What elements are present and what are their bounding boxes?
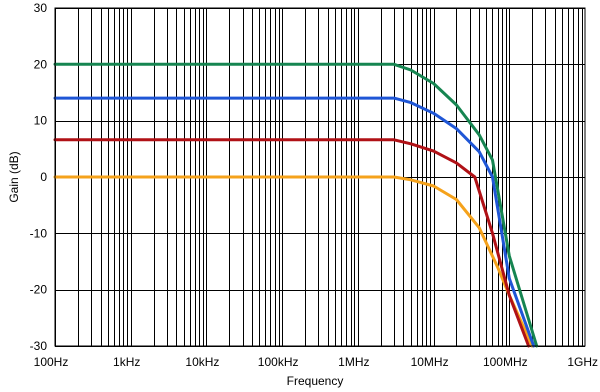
x-tick-label: 1kHz [113,355,140,369]
series-lines [53,62,539,348]
plot-frame [54,7,586,347]
x-tick-label: 10MHz [411,355,449,369]
x-tick-label: 1GHz [567,355,598,369]
series-line-4 [53,62,539,348]
y-tick-label: 30 [34,1,48,15]
y-tick-label: -10 [30,226,48,240]
y-tick-labels: -30 -20 -10 0 10 20 30 [30,1,48,353]
x-tick-label: 100MHz [483,355,528,369]
x-tick-label: 10kHz [185,355,219,369]
x-axis-label: Frequency [287,374,344,388]
y-tick-label: 10 [34,114,48,128]
y-tick-label: 0 [40,170,47,184]
x-tick-label: 100Hz [34,355,69,369]
y-tick-label: -20 [30,283,48,297]
x-tick-label: 100kHz [258,355,299,369]
x-tick-labels: 100Hz 1kHz 10kHz 100kHz 1MHz 10MHz 100MHz 1GHz [34,355,598,369]
series-line-1 [53,175,534,348]
series-line-2 [53,138,531,348]
y-tick-label: 20 [34,57,48,71]
x-tick-label: 1MHz [338,355,369,369]
y-axis-label: Gain (dB) [7,151,21,202]
series-line-3 [53,96,536,348]
y-tick-label: -30 [30,339,48,353]
